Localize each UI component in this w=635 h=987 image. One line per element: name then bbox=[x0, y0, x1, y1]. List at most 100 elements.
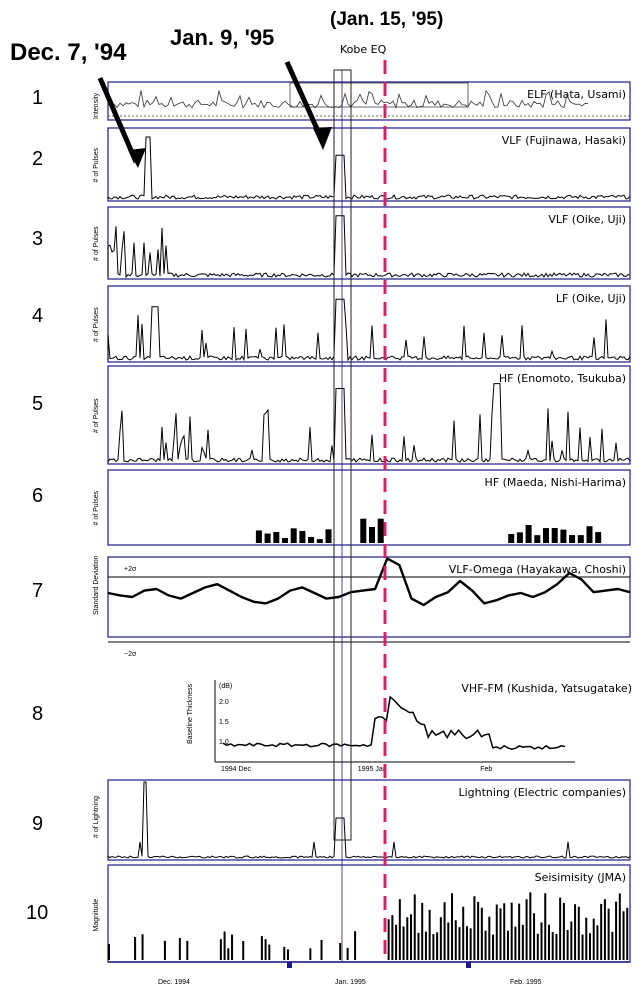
bar bbox=[611, 931, 614, 960]
panel-frame bbox=[107, 469, 631, 546]
panel-number: 1 bbox=[32, 87, 43, 109]
bar bbox=[421, 902, 424, 960]
bar bbox=[325, 529, 332, 543]
panel-name: VHF-FM (Kushida, Yatsugatake) bbox=[461, 682, 632, 695]
series-line bbox=[107, 215, 631, 279]
panel-number: 9 bbox=[32, 813, 43, 835]
arrow-left bbox=[97, 77, 139, 163]
bar bbox=[615, 901, 618, 960]
bar bbox=[586, 526, 593, 543]
bar bbox=[413, 894, 416, 960]
bar bbox=[377, 518, 384, 543]
bar bbox=[566, 929, 569, 960]
panel-number: 7 bbox=[32, 580, 43, 602]
annotation-left-date: Dec. 7, '94 bbox=[10, 39, 127, 66]
panel-3: 3 # of Pulses VLF (Oike, Uji) bbox=[32, 206, 631, 280]
series-line bbox=[107, 298, 631, 362]
bar bbox=[581, 934, 584, 960]
inset-xtick: 1994 Dec bbox=[221, 766, 251, 773]
bar bbox=[544, 893, 547, 960]
bar bbox=[410, 914, 413, 960]
bar bbox=[178, 937, 181, 960]
bar bbox=[516, 532, 523, 543]
bar bbox=[525, 525, 532, 543]
bar bbox=[525, 899, 528, 960]
bar bbox=[308, 536, 315, 543]
bar bbox=[596, 925, 599, 960]
bar bbox=[264, 533, 271, 543]
panel-7: 7 Standard Deviation VLF-Omega (Hayakawa, … bbox=[32, 555, 631, 658]
bar bbox=[465, 926, 468, 960]
panel-5: 5 # of Pulses HF (Enomoto, Tsukuba) bbox=[32, 365, 631, 465]
bar bbox=[432, 934, 435, 960]
bar bbox=[521, 924, 524, 960]
panel-number: 10 bbox=[26, 902, 48, 924]
bar bbox=[533, 913, 536, 960]
series-line bbox=[107, 89, 589, 109]
panel-10: 10 Magnitude Seisimisity (JMA) bbox=[26, 864, 631, 963]
panel-name: Lightning (Electric companies) bbox=[458, 786, 626, 799]
bar bbox=[499, 908, 502, 960]
panel-frame bbox=[107, 365, 631, 465]
bar bbox=[223, 931, 226, 960]
bar bbox=[108, 944, 110, 960]
bar bbox=[577, 535, 584, 543]
panel-frame bbox=[107, 285, 631, 363]
tick-mark bbox=[287, 962, 292, 968]
bar bbox=[518, 903, 521, 960]
bar bbox=[454, 920, 457, 960]
bar bbox=[436, 932, 439, 960]
bar bbox=[309, 948, 312, 960]
panel-name: HF (Maeda, Nishi-Harima) bbox=[485, 476, 626, 489]
bar bbox=[506, 930, 509, 960]
bar bbox=[488, 916, 491, 960]
bar bbox=[395, 924, 398, 960]
bar bbox=[514, 926, 517, 960]
bar bbox=[406, 917, 409, 960]
panel-name: LF (Oike, Uji) bbox=[556, 292, 626, 305]
panels: 1 Intensity ELF (Hata, Usami) 2 # of Pulses V… bbox=[26, 81, 632, 963]
bar bbox=[473, 896, 476, 960]
bar bbox=[134, 936, 137, 960]
bar bbox=[320, 939, 323, 960]
bar bbox=[354, 931, 357, 960]
bar bbox=[551, 527, 558, 543]
bar bbox=[510, 902, 513, 960]
bar bbox=[536, 933, 539, 960]
bar bbox=[360, 518, 367, 543]
bar bbox=[607, 908, 610, 960]
bar bbox=[264, 939, 267, 960]
bar bbox=[286, 949, 289, 960]
bar bbox=[480, 907, 483, 960]
bar bbox=[163, 940, 166, 960]
bar bbox=[417, 932, 420, 960]
bar bbox=[424, 931, 427, 960]
panel-frame bbox=[107, 556, 631, 638]
panel-number: 6 bbox=[32, 485, 43, 507]
bar bbox=[439, 917, 442, 960]
bar bbox=[398, 899, 401, 960]
bar bbox=[562, 902, 565, 960]
panel-8: 8 Baseline Thickness VHF-FM (Kushida, Yats… bbox=[32, 680, 632, 773]
xtick-feb: Feb. 1995 bbox=[510, 979, 542, 986]
inset-unit: (dB) bbox=[219, 683, 232, 690]
jan9-highlight-box bbox=[333, 69, 352, 841]
bar bbox=[577, 906, 580, 960]
bar bbox=[458, 927, 461, 960]
bar bbox=[503, 903, 506, 960]
bar bbox=[231, 934, 234, 960]
panel-frame bbox=[107, 206, 631, 280]
annotation-quake-date: (Jan. 15, '95) bbox=[330, 9, 443, 30]
bar bbox=[529, 892, 532, 960]
bar bbox=[227, 948, 230, 960]
plus-sigma-label: +2σ bbox=[124, 566, 137, 573]
panel-number: 5 bbox=[32, 393, 43, 415]
bar bbox=[618, 893, 621, 960]
bar bbox=[574, 904, 577, 960]
inset-xtick: 1995 Jan bbox=[358, 766, 387, 773]
bar bbox=[626, 907, 629, 960]
panel-ylabel: # of Pulses bbox=[93, 226, 100, 261]
panel-ylabel: # of Pulses bbox=[93, 307, 100, 342]
bar bbox=[219, 939, 222, 960]
